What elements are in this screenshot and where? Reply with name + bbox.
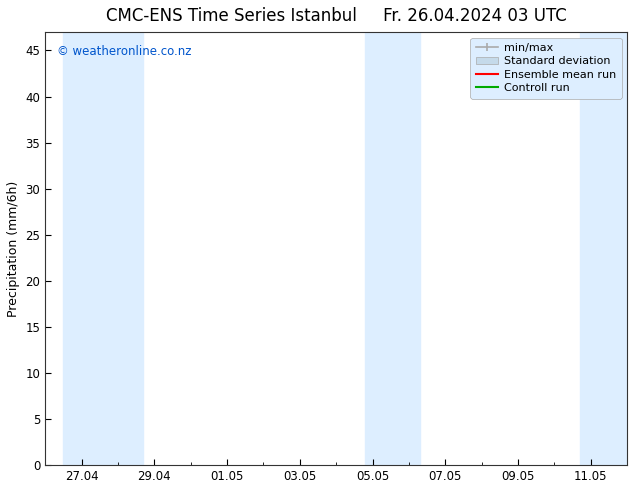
Title: CMC-ENS Time Series Istanbul     Fr. 26.04.2024 03 UTC: CMC-ENS Time Series Istanbul Fr. 26.04.2… bbox=[106, 7, 567, 25]
Bar bbox=[63, 32, 143, 465]
Text: © weatheronline.co.nz: © weatheronline.co.nz bbox=[57, 45, 191, 58]
Legend: min/max, Standard deviation, Ensemble mean run, Controll run: min/max, Standard deviation, Ensemble me… bbox=[470, 38, 621, 98]
Bar bbox=[365, 32, 420, 465]
Y-axis label: Precipitation (mm/6h): Precipitation (mm/6h) bbox=[7, 180, 20, 317]
Bar bbox=[579, 32, 634, 465]
